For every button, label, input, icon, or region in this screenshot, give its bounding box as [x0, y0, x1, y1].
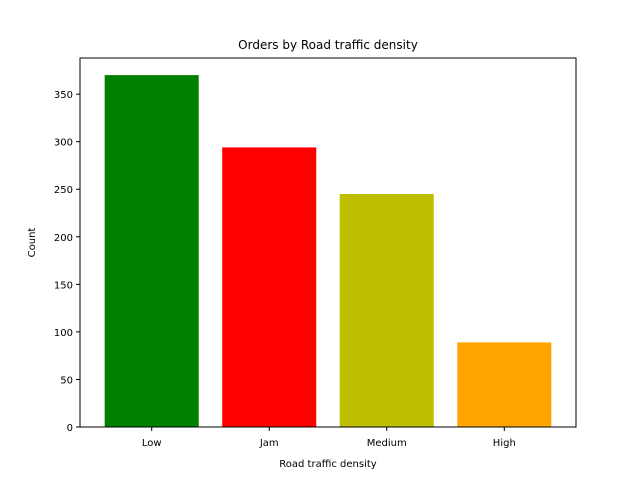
- x-tick-label: Jam: [259, 438, 279, 449]
- bar-high: [457, 342, 552, 427]
- bar-low: [104, 75, 199, 427]
- y-tick-label: 150: [54, 280, 73, 291]
- y-tick-label: 350: [54, 90, 73, 101]
- bar-jam: [222, 147, 317, 427]
- y-tick-label: 0: [67, 423, 73, 434]
- y-axis: 0 50 100 150 200 250 300 350: [54, 90, 80, 434]
- bars-group: [104, 75, 552, 427]
- y-axis-label: Count: [27, 228, 38, 258]
- bar-medium: [339, 193, 434, 427]
- x-axis-label: Road traffic density: [279, 459, 377, 470]
- y-tick-label: 200: [54, 233, 73, 244]
- y-tick-label: 250: [54, 185, 73, 196]
- x-tick-label: Medium: [367, 438, 407, 449]
- y-tick-label: 50: [60, 375, 73, 386]
- y-tick-label: 300: [54, 138, 73, 149]
- x-tick-label: Low: [142, 438, 162, 449]
- plot-frame: [79, 57, 577, 428]
- chart-title: Orders by Road traffic density: [238, 38, 418, 52]
- x-axis: Low Jam Medium High: [142, 427, 516, 449]
- y-tick-label: 100: [54, 328, 73, 339]
- x-tick-label: High: [493, 438, 516, 449]
